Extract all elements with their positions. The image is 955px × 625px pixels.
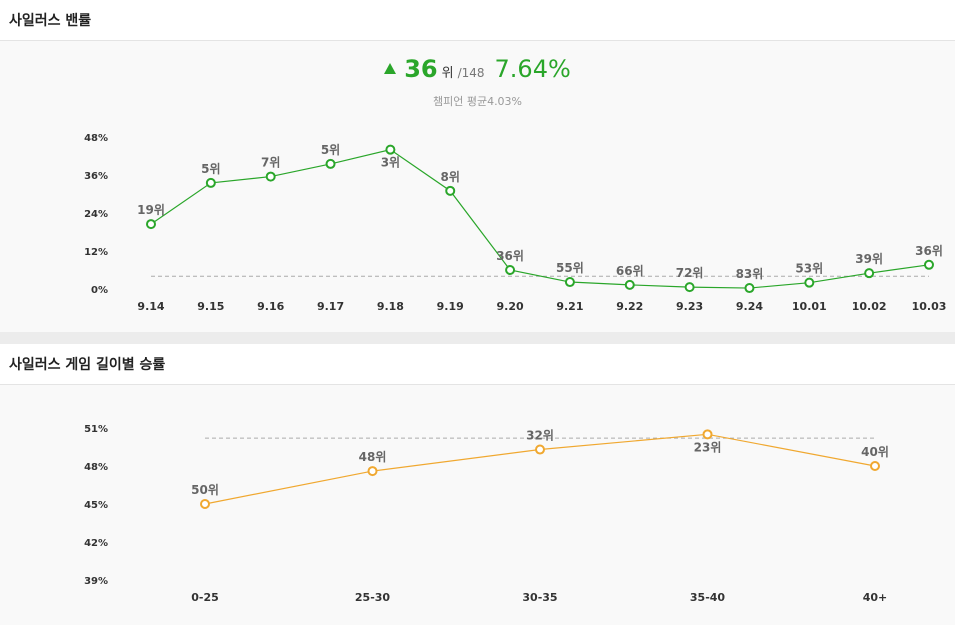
data-point bbox=[684, 282, 695, 293]
x-tick-label: 35-40 bbox=[690, 591, 726, 604]
data-point bbox=[624, 279, 635, 290]
data-point bbox=[804, 277, 815, 288]
data-point bbox=[265, 171, 276, 182]
rank-label: 19위 bbox=[137, 203, 165, 217]
winrate-panel-header: 사일러스 게임 길이별 승률 bbox=[0, 344, 955, 385]
data-point bbox=[367, 466, 378, 477]
data-point bbox=[744, 283, 755, 294]
x-tick-label: 9.23 bbox=[676, 300, 703, 313]
x-tick-label: 0-25 bbox=[191, 591, 219, 604]
rank-label: 50위 bbox=[191, 483, 219, 497]
ban-rank-unit: 위 bbox=[441, 66, 454, 81]
winrate-by-length-panel: 사일러스 게임 길이별 승률 39% 42% 45% 48% 51% 0-25 25-30 3… bbox=[0, 344, 955, 625]
x-tick-label: 9.14 bbox=[137, 300, 164, 313]
data-point bbox=[702, 429, 713, 440]
ban-rate-title: 사일러스 밴률 bbox=[9, 13, 92, 29]
x-tick-label: 10.03 bbox=[912, 300, 947, 313]
y-tick-label: 0% bbox=[91, 285, 108, 296]
x-tick-label: 9.20 bbox=[497, 300, 524, 313]
rank-label: 23위 bbox=[694, 440, 722, 454]
x-tick-label: 25-30 bbox=[355, 591, 391, 604]
x-tick-label: 40+ bbox=[863, 591, 888, 604]
data-point bbox=[200, 499, 210, 509]
champion-average-text: 챔피언 평균4.03% bbox=[432, 95, 523, 108]
data-point bbox=[564, 277, 575, 288]
data-point bbox=[535, 444, 545, 455]
rank-label: 72위 bbox=[676, 266, 704, 280]
data-point bbox=[445, 185, 456, 196]
x-tick-label: 9.16 bbox=[257, 300, 284, 313]
y-tick-label: 24% bbox=[84, 209, 108, 220]
ban-rate-panel-header: 사일러스 밴률 bbox=[0, 0, 955, 41]
rank-label: 40위 bbox=[861, 445, 889, 459]
ban-rank-total: /148 bbox=[457, 66, 485, 80]
ban-rate-summary: 36 위/148 7.64% bbox=[0, 55, 955, 83]
y-tick-label: 12% bbox=[84, 247, 108, 258]
ban-rate-chart: 0% 12% 24% 36% 48% 9.14 9.15 9.16 9.17 9.18 9.19 9.… bbox=[84, 133, 947, 313]
data-point bbox=[325, 158, 336, 169]
y-tick-label: 48% bbox=[84, 133, 108, 144]
rank-label: 66위 bbox=[616, 264, 644, 278]
x-tick-label: 10.01 bbox=[792, 300, 827, 313]
data-point bbox=[205, 177, 216, 188]
x-tick-label: 9.22 bbox=[616, 300, 643, 313]
winrate-title: 사일러스 게임 길이별 승률 bbox=[9, 357, 166, 373]
rank-label: 7위 bbox=[261, 156, 280, 170]
rank-label: 39위 bbox=[855, 252, 883, 266]
rank-label: 3위 bbox=[381, 156, 400, 170]
ban-rate-value: 7.64% bbox=[494, 55, 571, 83]
y-tick-label: 42% bbox=[84, 538, 108, 549]
rank-label: 8위 bbox=[441, 170, 460, 184]
x-tick-label: 9.18 bbox=[377, 300, 404, 313]
y-tick-label: 45% bbox=[84, 500, 108, 511]
rank-label: 32위 bbox=[526, 429, 554, 443]
winrate-panel-body bbox=[0, 385, 955, 625]
y-tick-label: 48% bbox=[84, 462, 108, 473]
data-point bbox=[146, 219, 156, 230]
rank-label: 53위 bbox=[795, 262, 823, 276]
x-tick-label: 9.15 bbox=[197, 300, 224, 313]
y-tick-label: 39% bbox=[84, 576, 108, 587]
rank-label: 36위 bbox=[915, 244, 943, 258]
x-tick-label: 9.24 bbox=[736, 300, 763, 313]
rank-label: 36위 bbox=[496, 249, 524, 263]
rank-label: 5위 bbox=[321, 143, 340, 157]
x-tick-label: 9.19 bbox=[437, 300, 464, 313]
data-point bbox=[385, 144, 396, 155]
data-point bbox=[505, 265, 516, 275]
ban-rank: 36 bbox=[404, 55, 438, 83]
up-arrow-icon bbox=[384, 63, 397, 74]
data-point bbox=[864, 268, 875, 279]
x-tick-label: 30-35 bbox=[522, 591, 557, 604]
x-tick-label: 10.02 bbox=[852, 300, 887, 313]
data-point bbox=[870, 461, 880, 471]
rank-label: 55위 bbox=[556, 261, 584, 275]
y-tick-label: 36% bbox=[84, 171, 108, 182]
rank-label: 5위 bbox=[201, 162, 220, 176]
series-line bbox=[150, 149, 930, 289]
data-point bbox=[924, 259, 934, 270]
y-tick-label: 51% bbox=[84, 424, 108, 435]
winrate-by-length-chart: 39% 42% 45% 48% 51% 0-25 25-30 30-35 35-40 40+ 50위… bbox=[84, 424, 889, 604]
rank-label: 48위 bbox=[359, 450, 387, 464]
x-tick-label: 9.21 bbox=[556, 300, 583, 313]
rank-label: 83위 bbox=[736, 267, 764, 281]
ban-rate-panel: 사일러스 밴률 36 위/148 7.64% 챔피언 평균4.03% 0% 12% 24… bbox=[0, 0, 955, 332]
x-tick-label: 9.17 bbox=[317, 300, 344, 313]
